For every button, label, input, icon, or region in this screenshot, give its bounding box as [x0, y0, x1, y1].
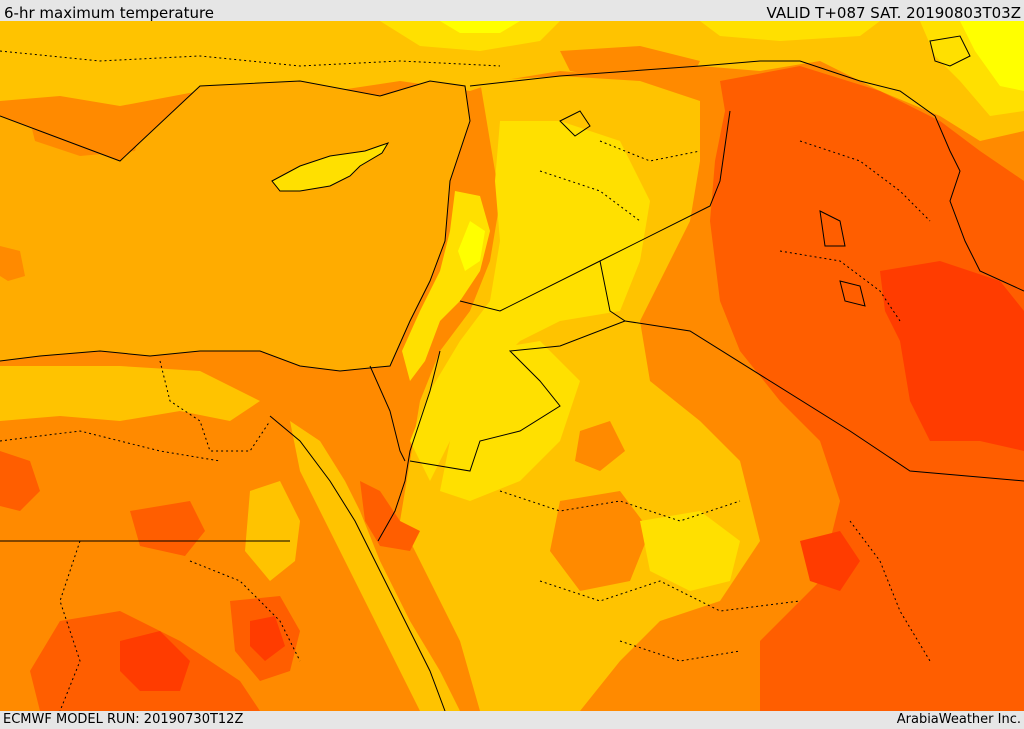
- temperature-map: [0, 21, 1024, 711]
- gulf-red-patch: [800, 531, 860, 591]
- north-yellow-band: [0, 21, 1024, 141]
- egypt-red: [120, 616, 285, 691]
- egypt-amber: [0, 366, 300, 581]
- header-bar: [0, 0, 1024, 21]
- province-boundaries: [0, 50, 931, 711]
- levant-lightyellow: [458, 221, 485, 271]
- credit-label: ArabiaWeather Inc.: [896, 712, 1021, 727]
- valid-time: VALID T+087 SAT. 20190803T03Z: [766, 4, 1021, 22]
- coastlines: [0, 35, 971, 711]
- cyprus: [271, 142, 390, 192]
- footer-bar: [0, 711, 1024, 729]
- saudi-yellow-patch: [640, 511, 740, 591]
- north-yellow-hot: [440, 21, 1024, 91]
- red-sea-coast: [290, 421, 460, 711]
- map-title: 6-hr maximum temperature: [4, 4, 215, 22]
- interior-yellow-2: [440, 341, 580, 501]
- country-borders: [0, 60, 1024, 542]
- sinai-dark: [360, 481, 420, 551]
- sea-warm-patch: [0, 116, 140, 281]
- north-lightyellow-patches: [380, 21, 1024, 116]
- east-red: [880, 261, 1024, 451]
- saudi-orange-patch: [550, 421, 650, 591]
- east-dark-orange: [710, 66, 1024, 711]
- model-run-label: ECMWF MODEL RUN: 20190730T12Z: [3, 712, 244, 727]
